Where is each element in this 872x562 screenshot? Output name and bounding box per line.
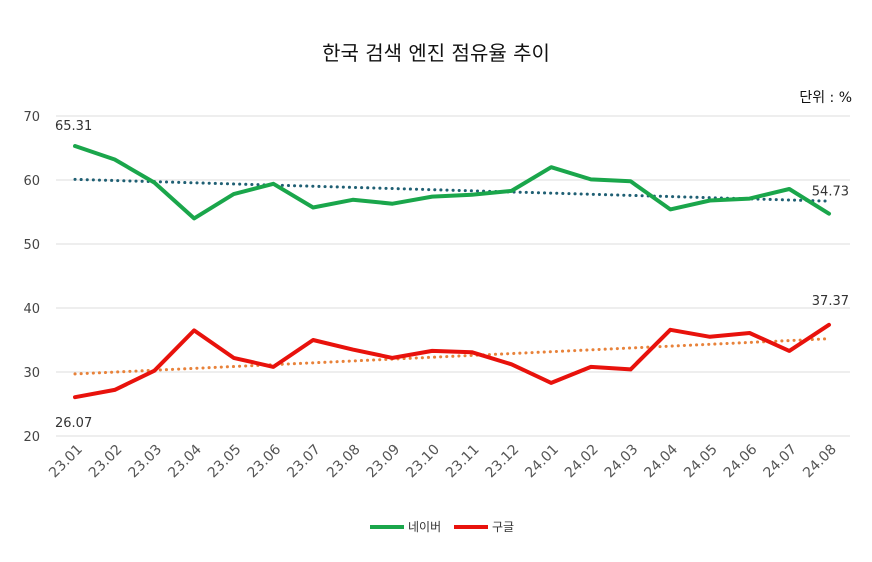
- x-tick-label: 23.12: [483, 442, 523, 482]
- x-tick-label: 23.05: [205, 442, 245, 482]
- x-tick-label: 24.02: [562, 442, 602, 482]
- y-tick-label: 40: [23, 302, 40, 317]
- y-tick-label: 70: [23, 110, 40, 125]
- x-tick-label: 24.05: [681, 442, 721, 482]
- x-tick-label: 23.07: [284, 442, 324, 482]
- x-tick-label: 24.03: [602, 442, 642, 482]
- x-axis-ticks: 23.01 23.02 23.03 23.04 23.05 23.06 23.07 23.08…: [46, 441, 840, 481]
- gridlines: [56, 115, 850, 437]
- x-tick-label: 24.08: [800, 442, 840, 482]
- x-tick-label: 23.06: [245, 441, 285, 481]
- trendline-0: [73, 177, 831, 203]
- legend-label-0: 네이버: [408, 520, 441, 534]
- x-tick-label: 23.11: [443, 442, 483, 482]
- series-lines: [73, 144, 831, 400]
- x-tick-label: 23.03: [126, 442, 166, 482]
- x-tick-label: 24.04: [641, 441, 681, 481]
- x-tick-label: 23.04: [165, 441, 205, 481]
- legend-label-1: 구글: [492, 520, 514, 534]
- chart-title: 한국 검색 엔진 점유율 추이: [322, 41, 550, 65]
- x-tick-label: 23.10: [403, 442, 443, 482]
- x-tick-label: 23.02: [86, 442, 126, 482]
- series-line-1: [73, 322, 831, 400]
- y-tick-label: 60: [23, 174, 40, 189]
- x-tick-label: 24.01: [522, 442, 562, 482]
- data-label: 65.31: [55, 119, 92, 134]
- data-label: 54.73: [812, 185, 849, 200]
- data-label: 26.07: [55, 416, 92, 431]
- legend: 네이버 구글: [370, 520, 514, 534]
- unit-label: 단위 : %: [799, 90, 852, 106]
- y-tick-label: 20: [23, 430, 40, 445]
- x-tick-label: 23.08: [324, 442, 364, 482]
- trendlines: [73, 177, 831, 376]
- data-labels: 65.31 54.73 26.07 37.37: [55, 119, 849, 431]
- y-axis-ticks: 20 30 40 50 60 70: [23, 110, 40, 445]
- data-label: 37.37: [812, 294, 849, 309]
- y-tick-label: 30: [23, 366, 40, 381]
- x-tick-label: 24.07: [760, 442, 800, 482]
- y-tick-label: 50: [23, 238, 40, 253]
- x-tick-label: 23.09: [364, 442, 404, 482]
- trendline-1: [73, 337, 831, 376]
- series-line-0: [73, 144, 831, 221]
- x-tick-label: 24.06: [721, 441, 761, 481]
- x-tick-label: 23.01: [46, 442, 86, 482]
